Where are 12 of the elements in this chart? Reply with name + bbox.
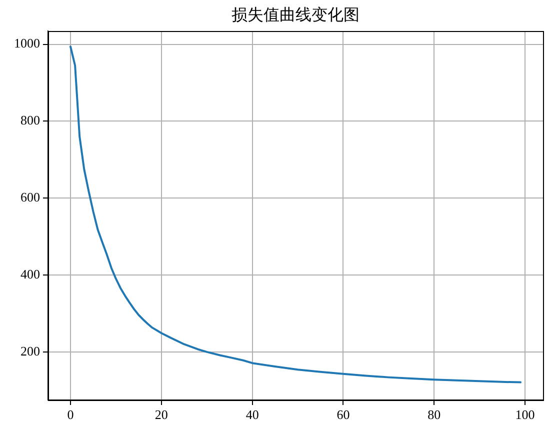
y-tick-label: 400 bbox=[20, 266, 40, 282]
x-tick-label: 0 bbox=[67, 407, 74, 422]
y-tick-label: 600 bbox=[20, 190, 40, 205]
x-tick-label: 40 bbox=[246, 407, 259, 422]
x-tick-label: 20 bbox=[154, 407, 168, 422]
x-tick-label: 100 bbox=[515, 407, 535, 422]
y-tick-label: 1000 bbox=[14, 36, 40, 51]
y-tick-label: 200 bbox=[20, 343, 40, 358]
chart-title: 损失值曲线变化图 bbox=[232, 6, 360, 24]
x-tick-label: 80 bbox=[428, 407, 441, 422]
x-tick-label: 60 bbox=[336, 407, 350, 422]
y-tick-label: 800 bbox=[20, 112, 40, 128]
